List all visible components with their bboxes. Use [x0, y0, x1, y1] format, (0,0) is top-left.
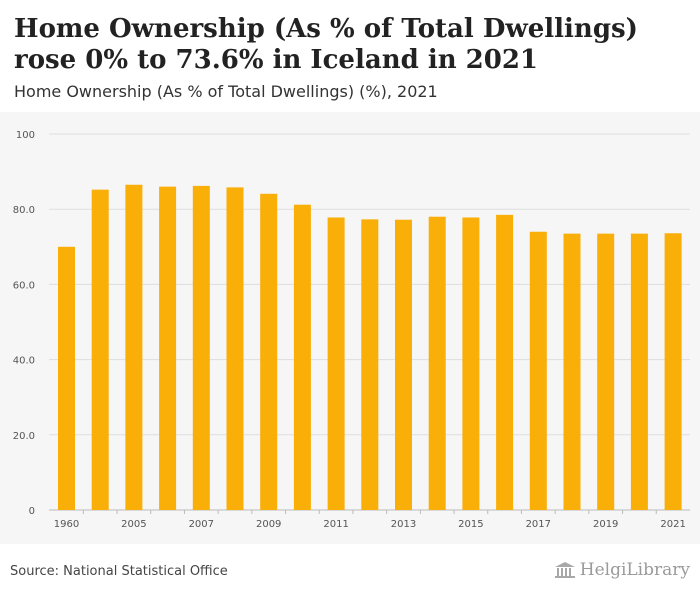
bar-chart: 0 20.0 40.0 60.0 80.0 100 1960 2005 2007 2009 2011…	[13, 130, 690, 530]
source-note: Source: National Statistical Office	[10, 564, 228, 579]
bar	[428, 216, 446, 510]
bar	[395, 219, 412, 510]
bar	[159, 186, 177, 510]
library-building-icon	[554, 562, 575, 578]
bar	[597, 233, 615, 510]
bar	[260, 193, 278, 510]
bar	[293, 204, 311, 511]
y-tick-label: 0	[29, 506, 35, 517]
y-tick-label: 20.0	[13, 431, 35, 442]
chart-subtitle: Home Ownership (As % of Total Dwellings)…	[14, 82, 438, 101]
bar	[192, 185, 210, 510]
bar	[361, 219, 379, 510]
x-tick-label: 2007	[189, 519, 214, 530]
bar	[496, 214, 514, 510]
x-tick-label: 2017	[526, 519, 551, 530]
chart-panel: 0 20.0 40.0 60.0 80.0 100 1960 2005 2007 2009 2011…	[0, 112, 700, 544]
bar	[327, 217, 345, 511]
helgi-library-logo: HelgiLibrary	[554, 560, 690, 580]
bar	[58, 246, 75, 511]
y-tick-label: 60.0	[13, 280, 35, 291]
bar	[529, 231, 547, 510]
y-tick-label: 100	[16, 130, 35, 141]
bar	[125, 184, 143, 510]
x-tick-label: 2009	[256, 519, 281, 530]
x-tick-label: 2013	[391, 519, 416, 530]
x-tick-label: 2021	[660, 519, 685, 530]
chart-title: Home Ownership (As % of Total Dwellings)…	[14, 14, 638, 75]
y-tick-label: 40.0	[13, 356, 35, 367]
logo-text: HelgiLibrary	[579, 560, 690, 580]
bar	[226, 187, 244, 510]
bar	[462, 217, 480, 511]
bar	[630, 233, 648, 510]
bar	[91, 189, 109, 510]
x-tick-label: 2019	[593, 519, 618, 530]
x-tick-label: 2015	[458, 519, 483, 530]
y-tick-label: 80.0	[13, 205, 35, 216]
bar	[563, 233, 581, 510]
x-tick-label: 1960	[54, 519, 79, 530]
x-tick-label: 2011	[323, 519, 348, 530]
bar	[664, 233, 682, 510]
x-tick-label: 2005	[121, 519, 146, 530]
